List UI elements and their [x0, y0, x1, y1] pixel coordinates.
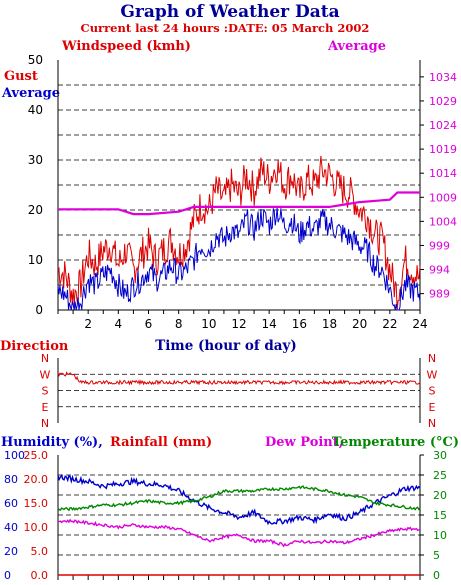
temperature-series-line: [57, 485, 421, 512]
direction-right-tick-label: S: [429, 385, 436, 398]
direction-right-tick-label: W: [427, 368, 438, 381]
wind-left-tick-label: 40: [28, 103, 43, 117]
wind-x-tick-label: 22: [382, 317, 397, 331]
direction-right-tick-label: N: [428, 417, 436, 430]
wind-right-tick-label: 1024: [429, 119, 457, 132]
dewpoint-title: Dew Point,: [265, 435, 343, 450]
direction-left-tick-label: W: [40, 368, 51, 381]
wind-right-tick-label: 1009: [429, 191, 457, 204]
wind-x-tick-label: 14: [262, 317, 277, 331]
gust-legend-label: Gust: [4, 69, 38, 84]
average-series-line: [57, 206, 421, 311]
wind-right-tick-label: 989: [429, 288, 450, 301]
humidity-tick-label: 80: [4, 473, 18, 486]
dew-point-series-line: [57, 518, 421, 548]
page-title: Graph of Weather Data: [120, 2, 339, 22]
wind-right-tick-label: 1029: [429, 95, 457, 108]
wind-right-tick-label: 1019: [429, 143, 457, 156]
humidity-tick-label: 0: [4, 569, 11, 582]
wind-left-tick-label: 30: [28, 153, 43, 167]
wind-x-axis-label: Time (hour of day): [155, 338, 297, 354]
rainfall-title: Rainfall (mm): [110, 435, 212, 450]
average-legend-label: Average: [1, 86, 60, 101]
page-subtitle: Current last 24 hours :DATE: 05 March 20…: [81, 21, 370, 35]
humidity-series-line: [57, 474, 421, 526]
humidity-tick-label: 20: [4, 545, 18, 558]
temperature-tick-label: 5: [433, 549, 440, 562]
gust-series-line: [57, 155, 421, 311]
wind-right-tick-label: 999: [429, 239, 450, 252]
wind-x-tick-label: 10: [201, 317, 216, 331]
wind-right-tick-label: 1004: [429, 215, 457, 228]
wind-x-tick-label: 8: [175, 317, 183, 331]
wind-left-tick-label: 50: [28, 53, 43, 67]
temperature-tick-label: 0: [433, 569, 440, 582]
wind-left-tick-label: 0: [35, 303, 43, 317]
wind-x-tick-label: 12: [231, 317, 246, 331]
direction-left-tick-label: E: [42, 401, 49, 414]
wind-right-tick-label: 994: [429, 264, 450, 277]
rainfall-tick-label: 10.0: [24, 521, 49, 534]
wind-x-tick-label: 4: [115, 317, 123, 331]
direction-left-tick-label: N: [41, 352, 49, 365]
rainfall-tick-label: 0.0: [31, 569, 49, 582]
temperature-tick-label: 15: [433, 509, 447, 522]
wind-x-tick-label: 24: [412, 317, 427, 331]
temperature-tick-label: 30: [433, 449, 447, 462]
temperature-tick-label: 25: [433, 469, 447, 482]
rainfall-tick-label: 5.0: [31, 545, 49, 558]
rainfall-tick-label: 20.0: [24, 473, 49, 486]
humidity-title: Humidity (%),: [1, 435, 103, 450]
wind-x-tick-label: 16: [292, 317, 307, 331]
humidity-tick-label: 60: [4, 497, 18, 510]
wind-right-title: Average: [327, 39, 386, 54]
wind-x-tick-label: 6: [145, 317, 153, 331]
direction-right-tick-label: N: [428, 352, 436, 365]
wind-right-tick-label: 1034: [429, 71, 457, 84]
direction-left-tick-label: N: [41, 417, 49, 430]
wind-left-tick-label: 10: [28, 253, 43, 267]
wind-x-tick-label: 18: [322, 317, 337, 331]
direction-title: Direction: [0, 339, 69, 354]
direction-left-tick-label: S: [42, 385, 49, 398]
rainfall-tick-label: 15.0: [24, 497, 49, 510]
temperature-title: Temperature (°C): [332, 435, 459, 450]
wind-left-title: Windspeed (kmh): [61, 39, 191, 54]
wind-left-tick-label: 20: [28, 203, 43, 217]
wind-right-tick-label: 1014: [429, 167, 457, 180]
wind-x-tick-label: 20: [352, 317, 367, 331]
rainfall-tick-label: 25.0: [24, 449, 49, 462]
humidity-tick-label: 100: [4, 449, 25, 462]
direction-series-line: [57, 371, 421, 386]
pressure-average-line: [58, 191, 420, 216]
humidity-tick-label: 40: [4, 521, 18, 534]
temperature-tick-label: 20: [433, 489, 447, 502]
wind-x-tick-label: 2: [84, 317, 92, 331]
temperature-tick-label: 10: [433, 529, 447, 542]
direction-right-tick-label: E: [429, 401, 436, 414]
